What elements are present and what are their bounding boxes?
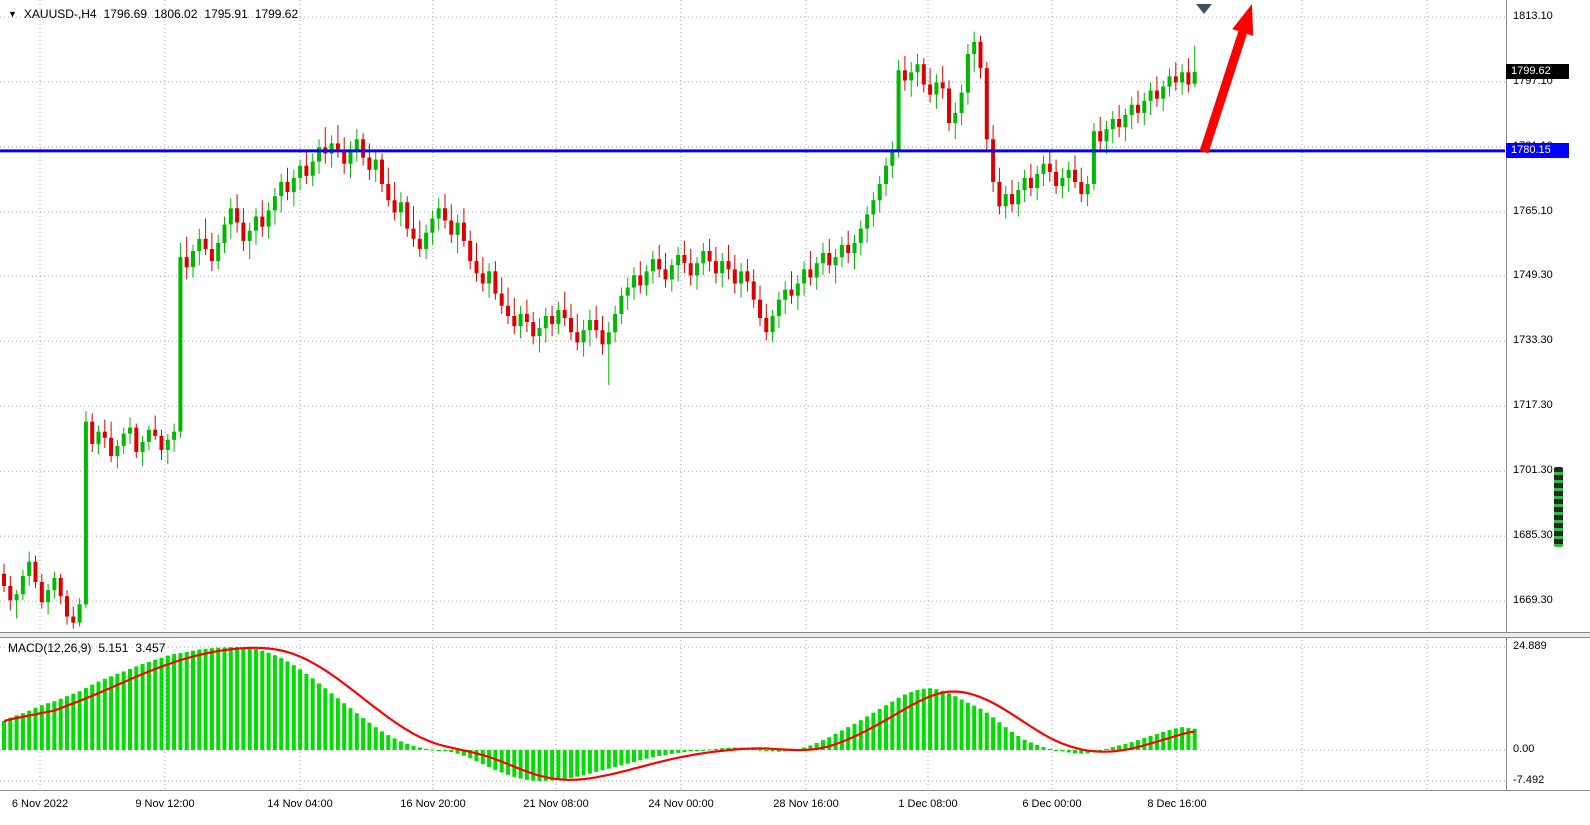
macd-scale-label: 24.889 (1513, 639, 1547, 652)
candles-layer (2, 31, 1197, 629)
chart-shift-marker[interactable] (1196, 4, 1212, 14)
macd-name: MACD(12,26,9) (8, 641, 92, 655)
price-tick-label: 1813.10 (1513, 10, 1553, 23)
time-axis-label: 6 Dec 00:00 (1022, 798, 1082, 810)
price-tick-label: 1701.30 (1513, 464, 1553, 477)
time-axis-label: 28 Nov 16:00 (773, 798, 839, 810)
price-tick-label: 1685.30 (1513, 529, 1553, 542)
ohlc-close: 1799.62 (254, 7, 299, 21)
macd-scale-label: -7.492 (1513, 774, 1545, 786)
price-tick-label: 1717.30 (1513, 399, 1553, 412)
current-price-tag: 1799.62 (1506, 64, 1569, 80)
time-axis-label: 21 Nov 08:00 (523, 798, 589, 810)
macd-label: MACD(12,26,9) 5.151 3.457 (8, 641, 165, 655)
macd-signal-value: 3.457 (135, 641, 166, 655)
ohlc-low: 1795.91 (204, 7, 248, 21)
trend-arrow[interactable] (1199, 4, 1254, 154)
time-axis-label: 24 Nov 00:00 (648, 798, 714, 810)
chart-title: ▼ XAUUSD-,H4 1796.69 1806.02 1795.91 179… (8, 7, 298, 21)
hline-price-tag: 1780.15 (1506, 143, 1569, 159)
price-tick-label: 1669.30 (1513, 594, 1553, 607)
mini-scrollbar-thumb[interactable] (1554, 467, 1563, 547)
price-tick-label: 1733.30 (1513, 334, 1553, 347)
grid-layer (0, 0, 1505, 790)
time-axis-label: 8 Dec 16:00 (1147, 798, 1207, 810)
time-axis-label: 6 Nov 2022 (11, 798, 69, 810)
time-axis-label: 14 Nov 04:00 (267, 798, 333, 810)
price-tick-label: 1765.10 (1513, 204, 1553, 217)
ohlc-open: 1796.69 (103, 7, 147, 21)
ohlc-high: 1806.02 (154, 7, 198, 21)
symbol-period-label: XAUUSD-,H4 (23, 7, 97, 21)
price-axis[interactable]: 1813.101797.101781.101765.101749.301733.… (1506, 0, 1590, 790)
macd-main-value: 5.151 (98, 641, 129, 655)
symbol-dropdown-icon[interactable]: ▼ (8, 9, 17, 19)
time-axis-label: 9 Nov 12:00 (135, 798, 195, 810)
price-tick-label: 1749.30 (1513, 269, 1553, 282)
time-axis-label: 16 Nov 20:00 (400, 798, 466, 810)
time-axis[interactable]: 6 Nov 2022 9 Nov 12:00 14 Nov 04:00 16 Nov … (0, 790, 1590, 825)
macd-scale-label: 0.00 (1513, 743, 1535, 755)
macd-histogram-layer (2, 647, 1197, 781)
macd-signal-line (3, 646, 1195, 781)
time-axis-label: 1 Dec 08:00 (898, 798, 958, 810)
panel-splitter[interactable] (0, 632, 1590, 638)
